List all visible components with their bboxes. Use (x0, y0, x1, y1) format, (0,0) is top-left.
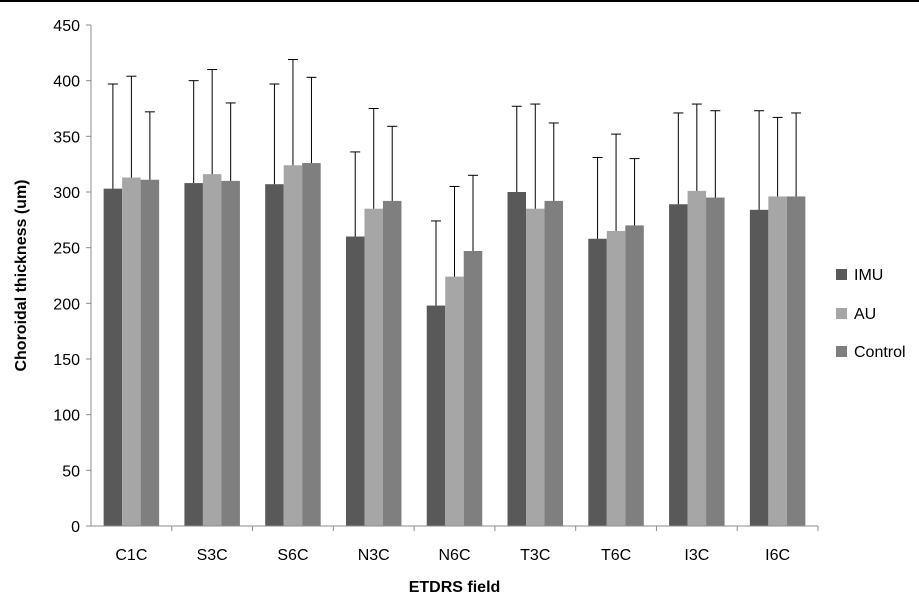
bar-au-t3c (526, 208, 545, 526)
bar-au-s3c (202, 174, 222, 527)
x-tick-label: I3C (684, 547, 709, 564)
y-tick-label: 450 (53, 18, 80, 35)
x-tick-label: N3C (358, 547, 390, 564)
y-tick-label: 150 (53, 352, 80, 369)
bar-au-t6c (606, 230, 626, 526)
bar-control-n3c (382, 200, 402, 526)
bar-imu-n6c (426, 305, 446, 526)
bar-au-i3c (687, 190, 707, 527)
bar-series-group (103, 163, 806, 527)
bar-control-i3c (706, 197, 725, 527)
bar-control-n6c (463, 251, 483, 527)
y-tick-label: 0 (71, 519, 80, 536)
bar-control-s6c (302, 163, 321, 526)
x-tick-label: C1C (115, 547, 147, 564)
x-axis-tick-labels: C1C S3C S6C N3C N6C T3C T6C I3C I6C (115, 526, 819, 564)
error-bars-group (107, 59, 802, 306)
bar-control-i6c (786, 196, 806, 526)
bar-imu-i6c (749, 209, 769, 526)
bar-imu-s6c (265, 184, 284, 526)
y-tick-label: 250 (53, 241, 80, 258)
legend: IMU AU Control (836, 267, 906, 361)
bar-imu-c1c (103, 188, 123, 526)
bar-au-i6c (768, 196, 787, 526)
bar-au-n3c (364, 208, 383, 526)
x-tick-label: N6C (438, 547, 470, 564)
x-tick-label: T3C (520, 547, 550, 564)
legend-swatch-control (836, 346, 847, 357)
bar-control-t6c (625, 225, 644, 526)
bar-imu-n3c (345, 236, 365, 527)
legend-label-au: AU (854, 306, 876, 323)
x-tick-label: S6C (277, 547, 308, 564)
bar-control-t3c (544, 200, 564, 526)
x-tick-label: S3C (197, 547, 228, 564)
y-tick-label: 400 (53, 74, 80, 91)
bar-imu-t3c (507, 192, 527, 526)
y-tick-label: 300 (53, 185, 80, 202)
bar-control-c1c (140, 179, 160, 526)
x-tick-label: T6C (601, 547, 631, 564)
y-tick-label: 200 (53, 296, 80, 313)
x-axis-title: ETDRS field (409, 579, 501, 594)
top-border (0, 0, 919, 2)
legend-swatch-imu (836, 269, 847, 280)
y-axis-title: Choroidal thickness (um) (13, 179, 30, 371)
bar-control-s3c (221, 180, 240, 526)
bar-imu-s3c (184, 183, 203, 527)
legend-swatch-au (836, 308, 847, 319)
bar-au-c1c (122, 177, 141, 526)
legend-label-control: Control (854, 344, 906, 361)
legend-label-imu: IMU (854, 267, 883, 284)
bar-imu-t6c (588, 238, 607, 526)
bar-au-n6c (445, 276, 464, 526)
y-tick-label: 100 (53, 408, 80, 425)
x-tick-label: I6C (765, 547, 790, 564)
y-tick-label: 350 (53, 129, 80, 146)
y-axis-tick-labels: 0 50 100 150 200 250 300 350 400 450 (53, 18, 91, 536)
y-tick-label: 50 (62, 463, 80, 480)
bar-au-s6c (283, 165, 303, 526)
bar-imu-i3c (669, 204, 688, 526)
